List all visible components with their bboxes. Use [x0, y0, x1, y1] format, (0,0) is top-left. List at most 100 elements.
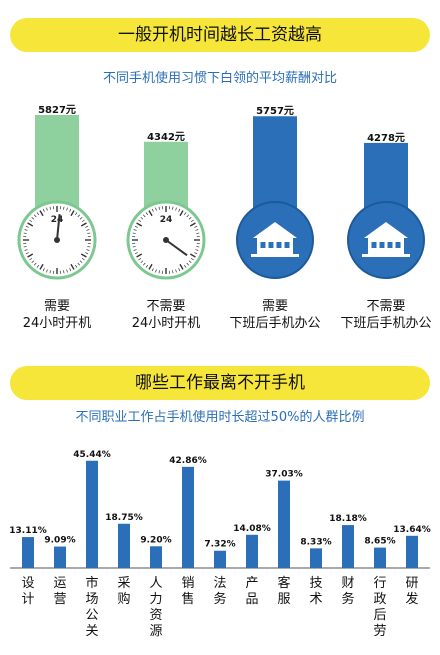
clock-tick: [132, 232, 136, 234]
category-char: 运: [53, 576, 66, 591]
clock-tick: [46, 207, 48, 211]
bar-value-label: 8.65%: [364, 537, 395, 547]
clock-tick: [134, 225, 138, 228]
habit-label-line1: 不需要: [366, 299, 406, 314]
habit-label-line2: 下班后手机办公: [229, 316, 321, 331]
habit-label-line2: 24小时开机: [131, 316, 201, 331]
clock-tick: [196, 246, 200, 248]
salary-value-label: 4342元: [147, 131, 185, 143]
clock-tick: [25, 252, 29, 255]
clock-center: [54, 237, 60, 243]
category-label: 运营: [53, 576, 66, 607]
house-ground: [251, 254, 299, 257]
clock-tick: [175, 207, 177, 211]
category-char: 公: [85, 608, 98, 623]
chart-bar: [150, 546, 162, 568]
clock-tick: [74, 264, 78, 268]
house-window: [260, 242, 266, 248]
salary-value-label: 5827元: [38, 105, 76, 116]
clock-tick: [63, 270, 65, 274]
clock-tick: [172, 270, 174, 274]
clock-tick: [69, 208, 72, 212]
category-char: 务: [341, 591, 354, 607]
clock-tick: [196, 232, 200, 234]
habit-label-line1: 需要: [43, 299, 70, 314]
house-window: [379, 242, 385, 248]
category-char: 研: [405, 576, 418, 591]
house-window: [395, 242, 401, 248]
clock-tick: [145, 264, 149, 268]
habit-label: 不需要 24小时开机: [111, 298, 221, 332]
clock-tick: [87, 232, 91, 234]
clock-tick: [79, 260, 83, 264]
clock-tick: [138, 257, 142, 261]
category-label: 人力资源: [149, 576, 162, 639]
clock-badge-label: 24: [51, 215, 64, 225]
house-body: [257, 238, 293, 254]
clock-tick: [36, 264, 40, 268]
clock-tick: [195, 229, 199, 231]
clock-tick: [42, 268, 45, 272]
bar-value-label: 8.33%: [300, 537, 331, 547]
habit-label-line1: 不需要: [146, 299, 186, 314]
category-char: 源: [149, 624, 162, 639]
clock-tick: [23, 232, 27, 234]
clock-tick: [27, 222, 34, 227]
clock-tick: [23, 246, 27, 248]
category-char: 财: [341, 576, 354, 591]
category-char: 法: [213, 576, 226, 591]
clock-tick: [138, 219, 142, 223]
clock-tick: [39, 210, 44, 217]
category-char: 采: [117, 576, 130, 591]
clock-hand: [56, 214, 61, 241]
clock-tick: [148, 263, 153, 270]
bar-value-label: 9.20%: [140, 535, 171, 545]
category-label: 技术: [309, 576, 322, 607]
clock-tick: [77, 214, 81, 218]
clock-tick: [134, 252, 138, 255]
category-char: 劳: [373, 623, 386, 639]
clock-tick: [81, 257, 85, 261]
bar-value-label: 14.08%: [233, 524, 271, 534]
clock-badge-label: 24: [160, 215, 173, 225]
clock-tick: [155, 207, 157, 211]
clock-tick: [178, 208, 181, 212]
category-char: 场: [85, 592, 98, 607]
clock-tick: [70, 210, 75, 217]
clock-tick: [194, 252, 198, 255]
clock-tick: [186, 262, 190, 266]
category-label: 采购: [117, 576, 130, 607]
clock-tick: [189, 253, 196, 258]
chart-bar: [118, 523, 130, 568]
category-label: 设计: [21, 576, 34, 607]
chart-bar: [406, 535, 418, 568]
clock-tick: [142, 262, 146, 266]
clock-tick: [188, 260, 192, 264]
house-window: [276, 242, 282, 248]
category-char: 服: [277, 592, 290, 607]
clock-tick: [70, 263, 75, 270]
habit-label: 需要 24小时开机: [2, 298, 112, 332]
clock-tick: [136, 253, 143, 258]
section1-banner: 一般开机时间越长工资越高: [10, 18, 430, 52]
clock-tick: [81, 219, 85, 223]
house-window: [371, 242, 377, 248]
section2-subtitle: 不同职业工作占手机使用时长超过50%的人群比例: [75, 410, 365, 425]
clock-tick: [151, 208, 154, 212]
clock-tick: [186, 214, 190, 218]
clock-tick: [140, 260, 144, 264]
clock-tick: [36, 212, 40, 216]
habit-label-line2: 下班后手机办公: [340, 316, 432, 331]
category-char: 品: [245, 592, 258, 607]
salary-value-label: 4278元: [367, 132, 405, 144]
bar-value-label: 18.18%: [329, 514, 367, 524]
clock-tick: [189, 222, 196, 227]
clock-tick: [178, 268, 181, 272]
house-window: [387, 242, 393, 248]
clock-tick: [85, 252, 89, 255]
clock-tick: [29, 257, 33, 261]
section2-banner: 哪些工作最离不开手机: [10, 366, 430, 400]
clock-tick: [27, 253, 34, 258]
clock-tick: [179, 263, 184, 270]
job-phone-usage-chart: 13.11% 设计 9.09% 运营 45.44% 市场公关 18.75% 采购 9.20% 人力…: [9, 450, 431, 639]
